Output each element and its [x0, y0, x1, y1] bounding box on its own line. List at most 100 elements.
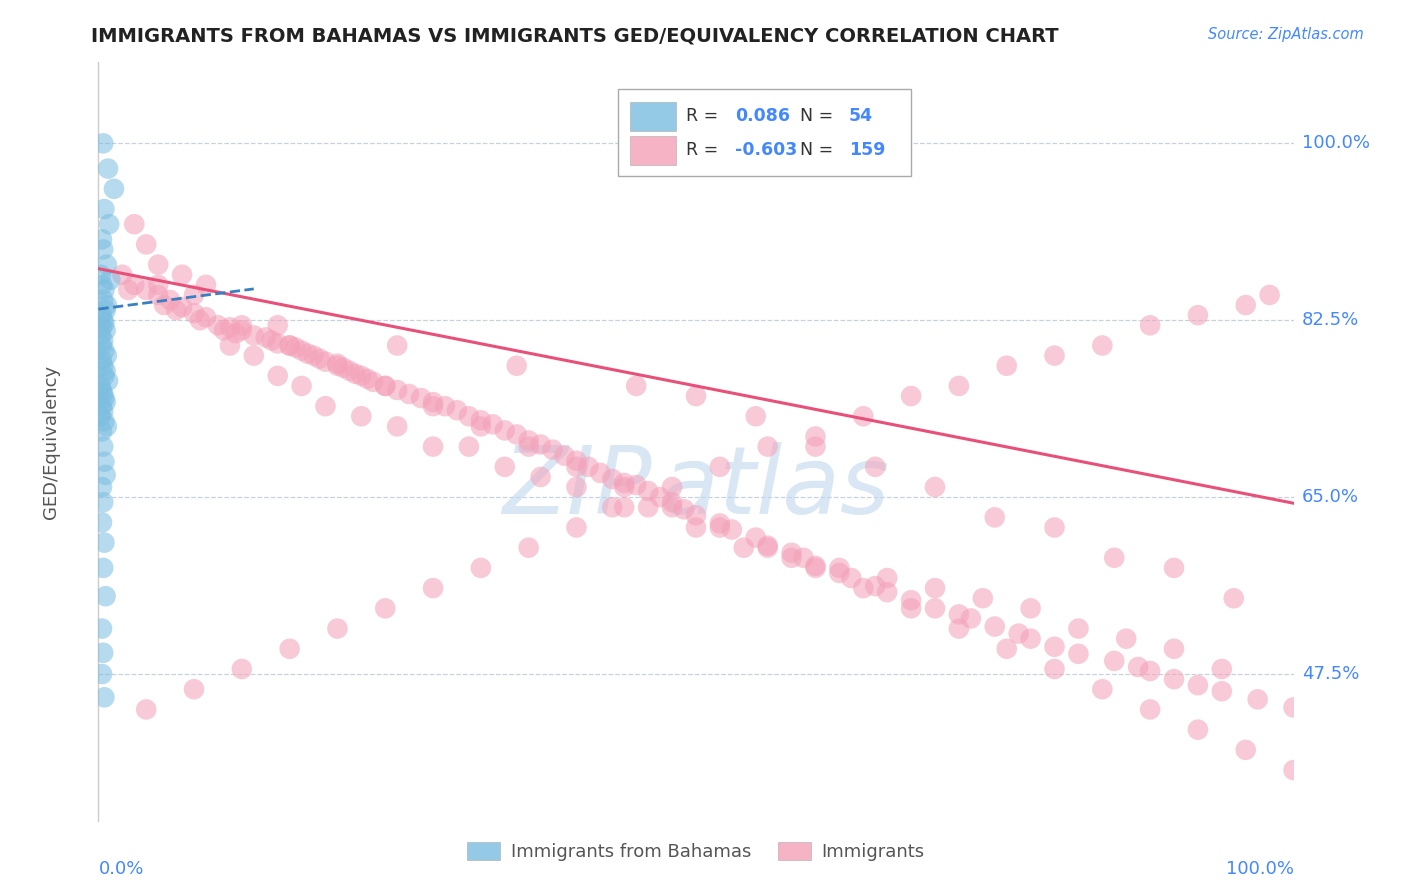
Text: ZIP atlas: ZIP atlas [502, 442, 890, 533]
Point [231, 662, 253, 676]
Point [93, 316, 115, 330]
Point [91, 425, 114, 439]
Point [254, 330, 277, 344]
Point [231, 318, 253, 333]
Point [517, 434, 540, 448]
Point [326, 622, 349, 636]
Point [530, 437, 553, 451]
FancyBboxPatch shape [619, 89, 911, 177]
Point [315, 399, 337, 413]
Point [93, 368, 115, 383]
Point [98, 273, 122, 287]
Point [91, 516, 114, 530]
Point [661, 500, 683, 515]
Point [93, 202, 115, 216]
Point [1211, 662, 1233, 676]
Point [117, 283, 139, 297]
Point [124, 217, 146, 231]
Point [243, 349, 266, 363]
Point [188, 313, 211, 327]
Point [91, 308, 114, 322]
Point [541, 442, 564, 457]
Text: N =: N = [800, 142, 834, 160]
Point [995, 359, 1018, 373]
Text: GED/Equivalency: GED/Equivalency [42, 365, 59, 518]
Point [225, 326, 247, 341]
Point [374, 379, 396, 393]
Point [422, 440, 444, 454]
Point [1247, 692, 1270, 706]
Point [284, 341, 307, 355]
Point [685, 508, 707, 523]
Text: R =: R = [686, 142, 718, 160]
Text: Source: ZipAtlas.com: Source: ZipAtlas.com [1208, 27, 1364, 42]
Point [385, 338, 409, 352]
Point [90, 328, 112, 343]
Point [1043, 349, 1066, 363]
Point [756, 539, 779, 553]
Point [1008, 626, 1031, 640]
Point [91, 243, 114, 257]
Point [1104, 654, 1126, 668]
Text: R =: R = [686, 107, 718, 125]
Point [411, 391, 433, 405]
Point [278, 338, 301, 352]
Point [1234, 743, 1257, 757]
Point [1043, 520, 1066, 534]
Point [458, 440, 481, 454]
Point [924, 581, 946, 595]
Point [148, 258, 170, 272]
Point [91, 359, 114, 373]
Point [1258, 288, 1281, 302]
Point [756, 541, 779, 555]
Point [350, 368, 373, 383]
Point [363, 375, 385, 389]
Point [554, 449, 576, 463]
Point [589, 466, 612, 480]
Point [1067, 622, 1090, 636]
Point [96, 419, 118, 434]
Point [1163, 641, 1185, 656]
Point [434, 399, 457, 413]
Point [219, 338, 242, 352]
Point [91, 495, 114, 509]
Text: 82.5%: 82.5% [1302, 311, 1360, 329]
Point [565, 520, 588, 534]
Point [1067, 647, 1090, 661]
Point [91, 384, 114, 398]
Point [648, 490, 672, 504]
Point [602, 500, 624, 515]
Legend: Immigrants from Bahamas, Immigrants: Immigrants from Bahamas, Immigrants [460, 835, 932, 869]
Point [637, 500, 659, 515]
Point [841, 571, 863, 585]
Point [267, 368, 290, 383]
Point [948, 379, 970, 393]
Point [91, 646, 114, 660]
Point [613, 480, 636, 494]
Point [470, 561, 492, 575]
Point [94, 303, 117, 318]
Point [94, 364, 117, 378]
Point [661, 480, 683, 494]
Point [148, 288, 170, 302]
Point [267, 336, 290, 351]
Point [1187, 678, 1209, 692]
Point [1139, 702, 1161, 716]
Point [506, 359, 529, 373]
Point [385, 383, 409, 397]
Point [876, 571, 898, 585]
Point [91, 334, 114, 348]
Point [565, 454, 588, 468]
Point [506, 427, 529, 442]
Point [709, 516, 731, 531]
Point [948, 622, 970, 636]
Point [385, 419, 409, 434]
Point [995, 641, 1018, 656]
Point [291, 343, 314, 358]
Point [148, 277, 170, 292]
Point [960, 611, 983, 625]
FancyBboxPatch shape [630, 136, 676, 165]
Point [243, 328, 266, 343]
Text: 65.0%: 65.0% [1302, 488, 1358, 506]
Text: 54: 54 [849, 107, 873, 125]
